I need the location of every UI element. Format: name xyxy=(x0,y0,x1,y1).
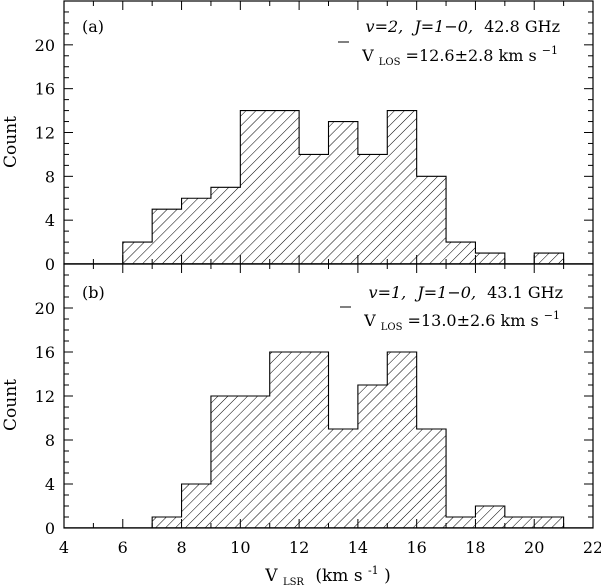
x-tick-label: 18 xyxy=(465,538,485,557)
panel-a-line1: v=2, J=1−0, 42.8 GHz xyxy=(366,17,560,36)
panel-b-outline xyxy=(122,351,565,528)
panel-a-ytick-label: 0 xyxy=(45,255,55,274)
x-axis-title-units: (km s xyxy=(315,566,362,586)
panel-b-label: (b) xyxy=(82,283,105,302)
panel-b-bar xyxy=(416,429,447,528)
panel-b-v: v=1, xyxy=(369,283,407,302)
panel-b-ytick-label: 8 xyxy=(45,431,55,450)
panel-a-bar xyxy=(475,253,505,264)
panel-b-vlos: V xyxy=(363,311,376,330)
panel-a-outline xyxy=(122,110,565,264)
panel-a-bar xyxy=(122,242,153,264)
panel-b-freq: 43.1 GHz xyxy=(487,283,563,302)
panel-b-line2: V LOS =13.0±2.6 km s −1 xyxy=(363,309,560,334)
panel-b-line1: v=1, J=1−0, 43.1 GHz xyxy=(369,283,563,302)
panel-a-vlos-sub: LOS xyxy=(379,57,401,68)
panel-b-bars xyxy=(64,351,593,528)
x-axis-title-close: ) xyxy=(384,566,391,586)
panel-b-vlos-sub: LOS xyxy=(381,322,403,333)
panel-b-bar xyxy=(328,429,358,528)
panel-a-label: (a) xyxy=(82,17,104,36)
panel-b-j: J=1−0, xyxy=(414,283,476,302)
panel-a-bar xyxy=(240,110,270,264)
x-tick-label: 16 xyxy=(406,538,426,557)
panel-a-ytick-label: 8 xyxy=(45,167,55,186)
panel-a-bar xyxy=(269,110,300,264)
panel-a-bar xyxy=(299,154,329,264)
panel-a-v: v=2, xyxy=(366,17,404,36)
panel-b-ytick-label: 12 xyxy=(35,387,55,406)
panel-b-bar xyxy=(475,506,505,528)
panel-b-bar xyxy=(534,517,564,528)
panel-b-bar xyxy=(446,517,476,528)
x-tick-label: 22 xyxy=(583,538,601,557)
panel-a-line2: V LOS =12.6±2.8 km s −1 xyxy=(361,44,558,69)
panel-b-bar xyxy=(299,352,329,528)
panel-a-ytick-labels: 0 4 8 12 16 20 xyxy=(35,36,55,274)
panel-a-freq: 42.8 GHz xyxy=(484,17,560,36)
panel-b-ytick-label: 4 xyxy=(45,475,55,494)
panel-a-ticks xyxy=(63,0,594,265)
panel-b-bar xyxy=(269,352,300,528)
x-tick-label: 6 xyxy=(118,538,128,557)
x-axis-title-v: V xyxy=(264,566,278,586)
panel-a-bar xyxy=(416,176,447,264)
x-tick-label: 4 xyxy=(59,538,69,557)
panel-a-ytick-label: 12 xyxy=(35,124,55,143)
x-tick-labels: 4 6 8 10 12 14 16 18 20 22 xyxy=(59,538,601,557)
panel-b-bar xyxy=(504,517,535,528)
panel-a-ytick-label: 4 xyxy=(45,211,55,230)
x-tick-label: 12 xyxy=(289,538,309,557)
panel-a-j: J=1−0, xyxy=(411,17,473,36)
panel-a-bar xyxy=(446,242,476,264)
panel-b-ytick-labels: 0 4 8 12 16 20 xyxy=(35,299,55,538)
panel-b-ytick-label: 20 xyxy=(35,299,55,318)
panel-a: 0 4 8 12 16 20 (a) v=2, J=1−0, 42.8 GHz V LOS… xyxy=(35,0,594,274)
panel-b: 0 4 8 12 16 20 (b) v=1, J=1−0, 43.1 GHz V LOS… xyxy=(35,263,594,538)
panel-a-ytick-label: 16 xyxy=(35,80,55,99)
panel-b-ytick-label: 0 xyxy=(45,519,55,538)
panel-b-bar xyxy=(181,484,211,528)
panel-b-bar xyxy=(240,396,270,528)
x-axis-title: V LSR (km s -1 ) xyxy=(264,559,390,586)
panel-a-bar xyxy=(357,154,388,264)
panel-a-exp: −1 xyxy=(542,44,558,57)
x-tick-label: 10 xyxy=(230,538,250,557)
panel-b-bar xyxy=(210,396,241,528)
panel-a-bars xyxy=(64,110,593,264)
panel-b-value: =13.0±2.6 km s xyxy=(408,311,539,330)
panel-a-bar xyxy=(152,209,182,264)
panel-b-ytick-label: 16 xyxy=(35,343,55,362)
y-axis-title-a: Count xyxy=(1,116,21,168)
panel-a-ytick-label: 20 xyxy=(35,36,55,55)
x-tick-label: 20 xyxy=(524,538,544,557)
panel-a-bar xyxy=(387,110,417,264)
x-tick-label: 8 xyxy=(176,538,186,557)
x-axis-title-exp: -1 xyxy=(368,564,379,577)
panel-a-bar xyxy=(210,187,241,264)
panel-b-ticks xyxy=(63,263,594,529)
panel-a-bar xyxy=(328,121,358,264)
panel-a-bar xyxy=(181,198,211,264)
panel-b-bar xyxy=(357,385,388,528)
x-tick-label: 14 xyxy=(348,538,368,557)
x-axis-title-sub: LSR xyxy=(283,577,304,586)
panel-b-bar xyxy=(152,517,182,528)
y-axis-title-b: Count xyxy=(1,379,21,431)
panel-b-bar xyxy=(387,352,417,528)
panel-b-exp: −1 xyxy=(544,309,560,322)
panel-a-vlos: V xyxy=(361,46,374,65)
panel-a-bar xyxy=(534,253,564,264)
panel-a-value: =12.6±2.8 km s xyxy=(406,46,537,65)
